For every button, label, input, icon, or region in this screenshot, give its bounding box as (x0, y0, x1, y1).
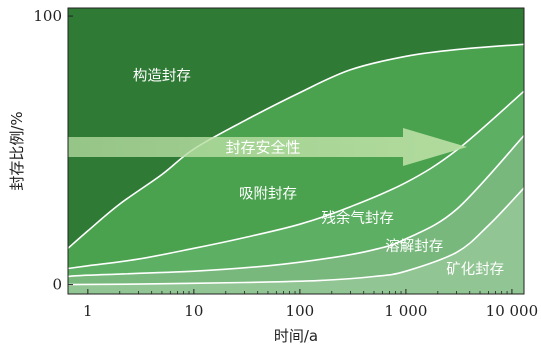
stacked-areas (68, 44, 524, 294)
boundary-curves (68, 43, 524, 286)
area-below-3 (68, 135, 524, 294)
x-tick-label-0: 1 (83, 302, 93, 320)
safety-arrow-label: 封存安全性 (225, 139, 300, 157)
plot-frame (67, 7, 525, 295)
boundary-curve-2 (68, 90, 524, 270)
y-axis-title: 封存比例/% (8, 111, 26, 190)
safety-arrow: 封存安全性 (68, 128, 467, 166)
x-axis-title: 时间/a (274, 327, 318, 345)
x-tick-label-3: 1 000 (384, 302, 427, 320)
boundary-curve-3 (68, 135, 524, 278)
region-label-5: 矿化封存 (446, 261, 504, 278)
y-tick-label-0: 0 (52, 276, 62, 294)
region-label-3: 残余气封存 (321, 209, 394, 227)
region-label-1: 构造封存 (133, 68, 191, 85)
x-tick-label-2: 100 (286, 302, 315, 320)
region-label-2: 吸附封存 (239, 186, 297, 203)
x-tick-label-1: 10 (184, 302, 203, 320)
axes: 1 10 100 1 000 10 000 0 100 (33, 7, 538, 320)
y-tick-label-1: 100 (33, 7, 62, 25)
boundary-curve-4 (68, 187, 524, 286)
boundary-curve-1 (68, 43, 524, 249)
safety-arrow-shape (68, 128, 467, 166)
area-below-4 (68, 187, 524, 294)
x-tick-label-4: 10 000 (486, 302, 539, 320)
region-label-4: 溶解封存 (385, 238, 443, 255)
